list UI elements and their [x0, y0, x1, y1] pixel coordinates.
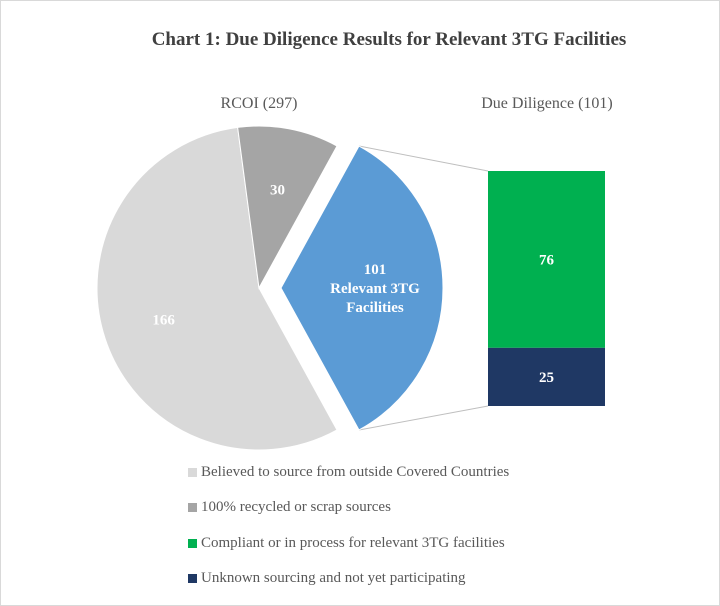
bar-segment-label-0: 76: [539, 252, 555, 268]
connector-lines: [358, 145, 489, 431]
pie-slice-2: [237, 125, 338, 290]
legend-swatch-2: [188, 538, 197, 548]
bar-subtitle: Due Diligence (101): [481, 95, 613, 112]
legend-item-3: Unknown sourcing and not yet participati…: [188, 570, 509, 588]
legend-item-2: Compliant or in process for relevant 3TG…: [188, 534, 509, 552]
legend-label-2: Compliant or in process for relevant 3TG…: [201, 534, 505, 551]
pie-slice-1: [96, 126, 338, 451]
legend-swatch-1: [188, 503, 197, 512]
legend-label-3: Unknown sourcing and not yet participati…: [201, 570, 466, 586]
legend-label-0: Believed to source from outside Covered …: [201, 463, 510, 480]
pie-slice-0: [280, 145, 444, 431]
connector-line-0: [358, 145, 489, 172]
legend-swatch-3: [188, 574, 197, 583]
bar-segment-0: [488, 171, 605, 348]
legend-swatch-0: [188, 467, 197, 477]
pie: 101 Relevant 3TG Facilities 166 30: [96, 125, 444, 451]
pie-slice-label-1: 166: [152, 312, 175, 328]
legend: Believed to source from outside Covered …: [188, 463, 509, 605]
bar-segment-label-1: 25: [539, 370, 554, 386]
pie-slice-label-0: 101 Relevant 3TG Facilities: [330, 262, 420, 316]
chart-title: Chart 1: Due Diligence Results for Relev…: [152, 29, 627, 50]
legend-label-1: 100% recycled or scrap sources: [201, 499, 391, 515]
legend-item-0: Believed to source from outside Covered …: [188, 463, 509, 481]
bar-segment-1: [488, 347, 605, 406]
legend-item-1: 100% recycled or scrap sources: [188, 499, 509, 517]
stacked-bar: 76 25: [488, 171, 605, 406]
pie-subtitle: RCOI (297): [221, 95, 298, 112]
pie-slice-label-2: 30: [270, 182, 285, 198]
connector-line-1: [358, 405, 489, 431]
